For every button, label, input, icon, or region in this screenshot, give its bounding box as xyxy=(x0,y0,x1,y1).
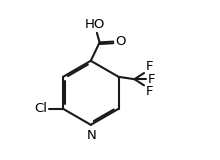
Text: F: F xyxy=(147,73,155,86)
Text: N: N xyxy=(87,129,97,142)
Text: O: O xyxy=(115,35,126,48)
Text: HO: HO xyxy=(84,18,105,31)
Text: F: F xyxy=(146,85,153,98)
Text: F: F xyxy=(146,60,153,73)
Text: Cl: Cl xyxy=(34,102,47,115)
